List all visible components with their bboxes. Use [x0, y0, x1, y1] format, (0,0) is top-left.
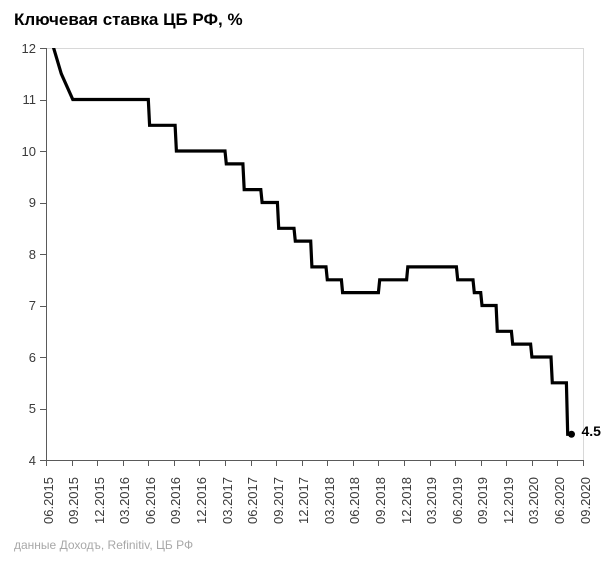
x-tick-label: 09.2016	[168, 477, 183, 524]
x-tick-label: 03.2020	[526, 477, 541, 524]
x-tick	[455, 460, 456, 466]
x-tick-label: 03.2019	[424, 477, 439, 524]
x-tick-label: 09.2018	[373, 477, 388, 524]
y-tick	[40, 203, 46, 204]
y-tick-label: 10	[8, 144, 36, 159]
x-tick	[72, 460, 73, 466]
x-tick	[251, 460, 252, 466]
x-tick	[481, 460, 482, 466]
y-axis	[46, 48, 47, 460]
y-tick-label: 11	[8, 92, 36, 107]
x-tick-label: 12.2018	[399, 477, 414, 524]
x-tick	[327, 460, 328, 466]
end-marker	[568, 431, 575, 438]
y-tick	[40, 254, 46, 255]
x-tick	[276, 460, 277, 466]
x-tick	[583, 460, 584, 466]
chart-container: { "chart": { "type": "line", "title": "К…	[0, 0, 604, 564]
y-tick-label: 6	[8, 350, 36, 365]
x-tick-label: 12.2015	[92, 477, 107, 524]
x-tick-label: 12.2017	[296, 477, 311, 524]
x-tick	[430, 460, 431, 466]
x-tick-label: 06.2016	[143, 477, 158, 524]
y-tick	[40, 306, 46, 307]
x-tick-label: 12.2016	[194, 477, 209, 524]
y-tick-label: 8	[8, 247, 36, 262]
x-tick	[225, 460, 226, 466]
y-tick-label: 7	[8, 298, 36, 313]
y-tick	[40, 151, 46, 152]
x-tick-label: 09.2019	[475, 477, 490, 524]
rate-line	[46, 22, 572, 434]
x-tick	[46, 460, 47, 466]
x-tick	[199, 460, 200, 466]
x-tick	[378, 460, 379, 466]
x-tick-label: 06.2018	[347, 477, 362, 524]
y-tick-label: 5	[8, 401, 36, 416]
x-tick-label: 12.2019	[501, 477, 516, 524]
x-tick	[97, 460, 98, 466]
x-tick	[302, 460, 303, 466]
y-tick	[40, 357, 46, 358]
x-tick	[148, 460, 149, 466]
x-axis	[46, 460, 583, 461]
y-tick	[40, 409, 46, 410]
x-tick-label: 03.2018	[322, 477, 337, 524]
y-tick	[40, 100, 46, 101]
x-tick-label: 06.2020	[552, 477, 567, 524]
x-tick-label: 03.2017	[220, 477, 235, 524]
x-tick	[557, 460, 558, 466]
x-tick	[174, 460, 175, 466]
end-value-label: 4.5	[581, 423, 600, 439]
x-tick-label: 03.2016	[117, 477, 132, 524]
source-label: данные Доходъ, Refinitiv, ЦБ РФ	[14, 538, 193, 552]
x-tick-label: 09.2017	[271, 477, 286, 524]
x-tick-label: 06.2015	[41, 477, 56, 524]
y-tick	[40, 48, 46, 49]
x-tick	[532, 460, 533, 466]
x-tick-label: 06.2017	[245, 477, 260, 524]
y-tick-label: 4	[8, 453, 36, 468]
x-tick-label: 06.2019	[450, 477, 465, 524]
x-tick	[506, 460, 507, 466]
x-tick	[353, 460, 354, 466]
y-tick-label: 12	[8, 41, 36, 56]
x-tick-label: 09.2015	[66, 477, 81, 524]
x-tick-label: 09.2020	[578, 477, 593, 524]
y-tick-label: 9	[8, 195, 36, 210]
x-tick	[404, 460, 405, 466]
x-tick	[123, 460, 124, 466]
